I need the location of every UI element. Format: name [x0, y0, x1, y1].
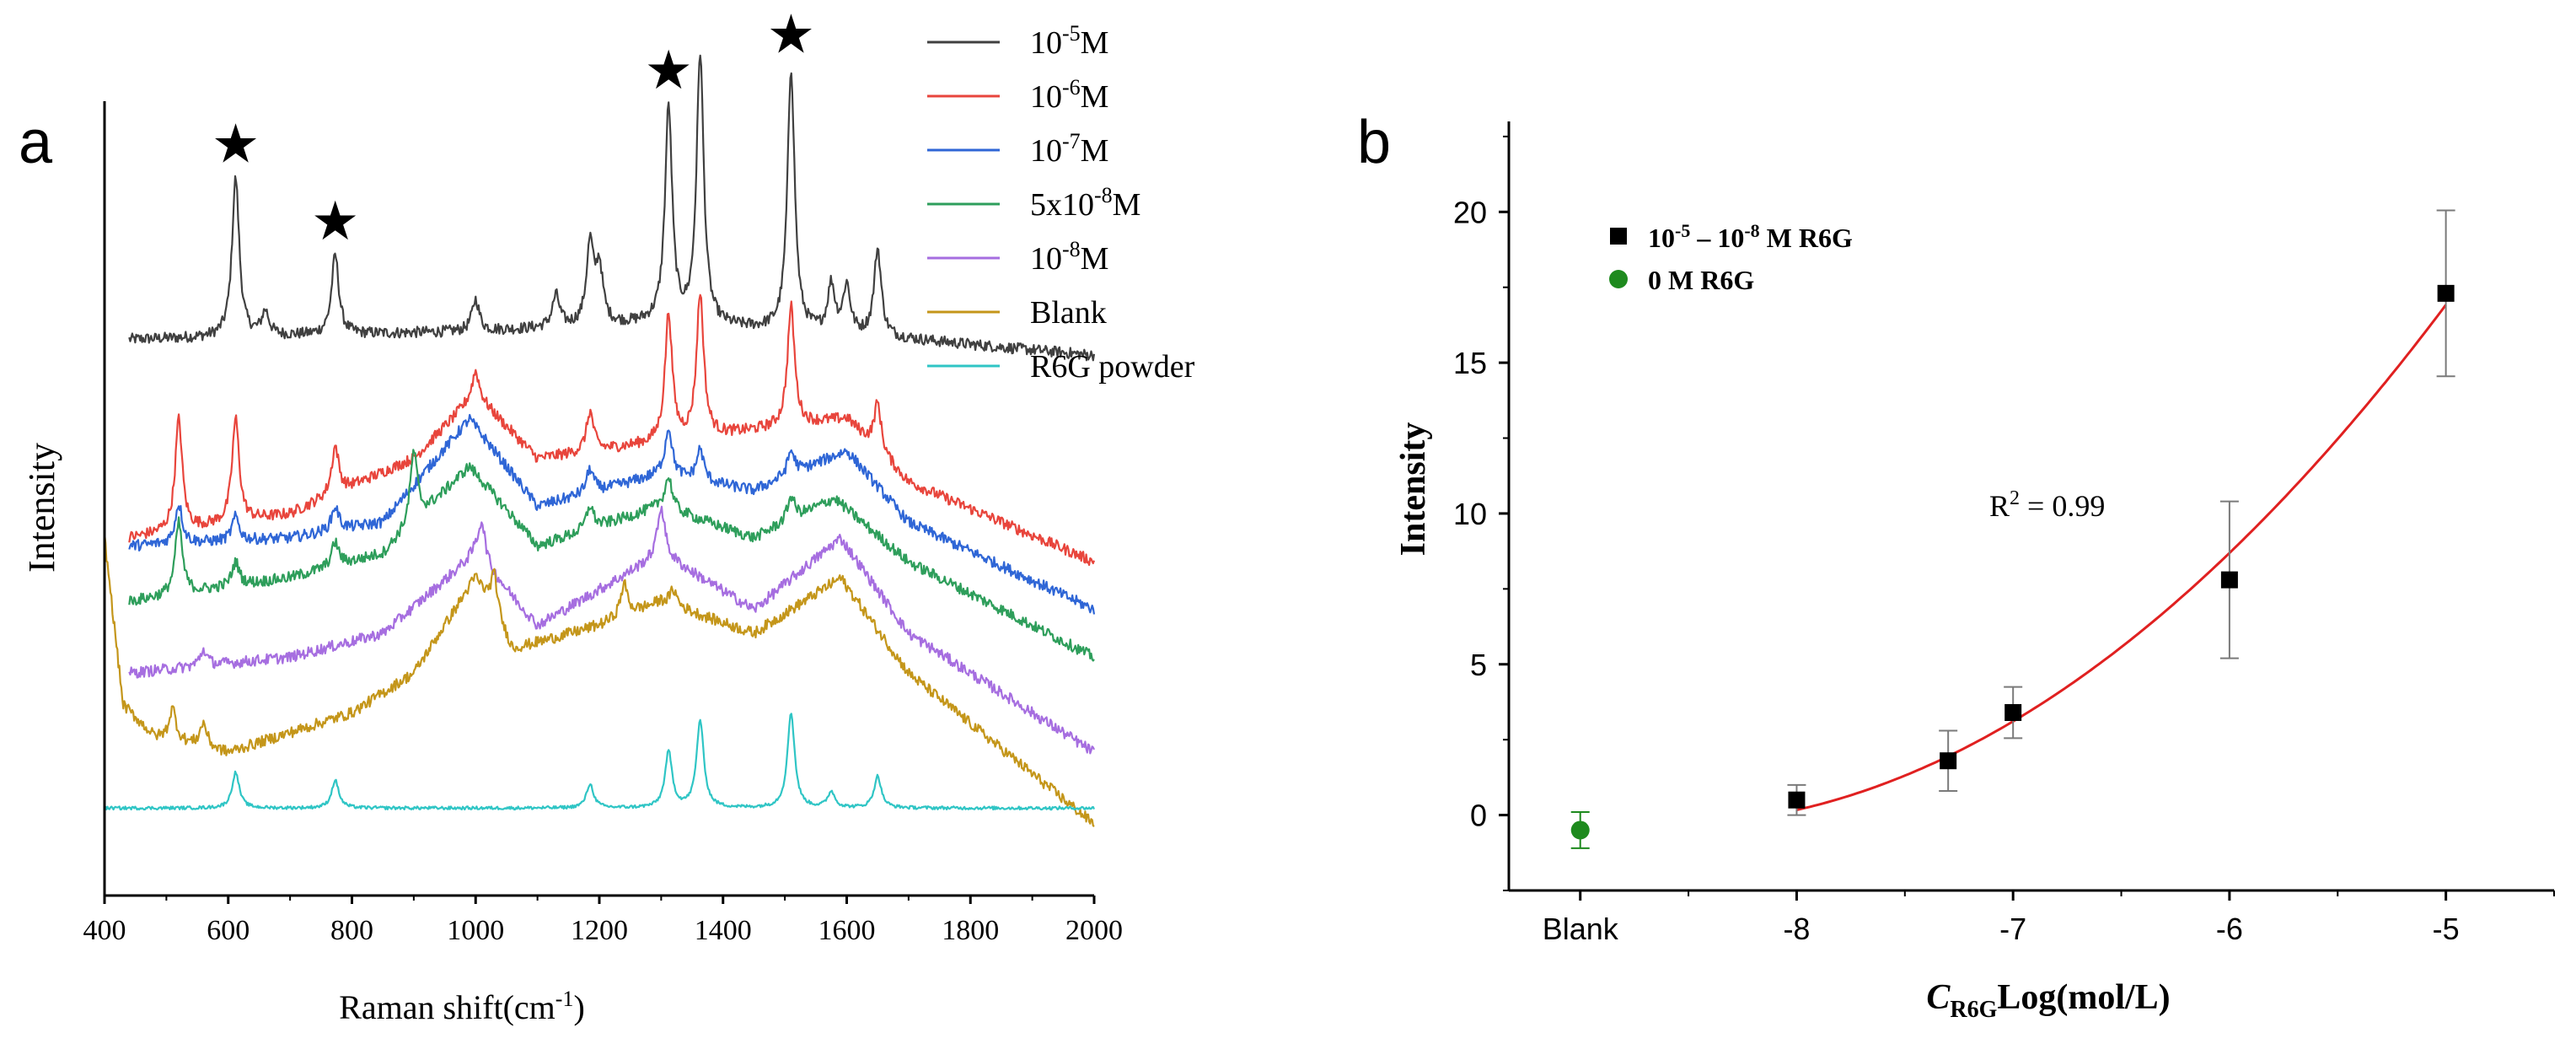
r2-sup: 2	[2010, 487, 2020, 509]
panel-b-x-axis-label: CR6GLog(mol/L)	[1926, 978, 2170, 1023]
panel-b-x-tick-label: -6	[2216, 912, 2243, 946]
panel-a-series-line	[128, 54, 1096, 362]
panel-b-y-tick-label: 0	[1470, 799, 1487, 833]
panel-b-x-tick-label: -8	[1783, 912, 1810, 946]
panel-a-x-axis-label-end: )	[573, 988, 584, 1026]
panel-b-legend-label: 10-5 – 10-8 M R6G	[1648, 220, 1853, 253]
panel-b-square-point	[1788, 791, 1806, 809]
panel-b-x-axis-label-sub: R6G	[1950, 997, 1997, 1023]
panel-b-y-tick-label: 15	[1453, 346, 1487, 380]
panel-a-star-marker: ★	[311, 191, 359, 251]
panel-a-star-marker: ★	[212, 113, 260, 174]
panel-a-series-line	[103, 713, 1095, 811]
panel-b-legend-circle	[1609, 270, 1628, 288]
panel-b-y-axis-label: Intensity	[1394, 422, 1433, 557]
panel-b-x-axis-label-italic: C	[1926, 978, 1951, 1017]
panel-b-square-point	[2437, 284, 2455, 302]
panel-a-series-line	[128, 505, 1095, 755]
panel-a-star-marker: ★	[767, 3, 815, 64]
panel-a-star-markers: ★ ★ ★ ★	[212, 3, 815, 251]
panel-a-x-tick-label: 800	[330, 915, 373, 946]
panel-a-x-axis-label: Raman shift(cm-1)	[339, 987, 585, 1026]
panel-a-legend-label: 5x10-8M	[1030, 183, 1140, 223]
panel-a-series-line	[128, 449, 1095, 662]
panel-a-chart: ★ ★ ★ ★ 400 600 800 1000 1200 1400 1600 1800 2000 R…	[21, 3, 1195, 1026]
panel-a-legend-label: 10-6M	[1030, 75, 1108, 115]
panel-b-x-tick-label: -5	[2433, 912, 2460, 946]
r2-rest: = 0.99	[2020, 489, 2105, 523]
panel-a-legend-label: R6G powder	[1030, 349, 1195, 385]
panel-a-star-marker: ★	[644, 40, 692, 100]
panel-a-series-line	[128, 413, 1096, 615]
panel-a-x-tick-label: 1600	[818, 915, 876, 946]
panel-a-x-ticks: 400 600 800 1000 1200 1400 1600 1800 2000	[83, 896, 1123, 946]
panel-a-x-tick-label: 1400	[695, 915, 752, 946]
panel-b-square-point	[2220, 571, 2238, 589]
panel-a-x-tick-label: 400	[83, 915, 126, 946]
panel-label-a: a	[19, 109, 53, 176]
panel-b-data-points	[1570, 209, 2455, 849]
panel-a-x-axis-label-sup: -1	[555, 987, 574, 1011]
panel-a-x-tick-label: 2000	[1065, 915, 1123, 946]
r2-prefix: R	[1989, 489, 2010, 523]
panel-b-chart: 0 5 10 15 20 Blank -8 -7 -6 -5 Intensity CR6GLog…	[1394, 121, 2555, 1023]
panel-b-fit-curve	[1796, 304, 2447, 811]
panel-b-x-axis-label-rest: Log(mol/L)	[1997, 978, 2170, 1017]
panel-b-legend-label: 0 M R6G	[1648, 265, 1754, 295]
panel-a-legend-label: Blank	[1030, 295, 1107, 331]
panel-b-y-tick-label: 10	[1453, 497, 1487, 531]
panel-a-y-axis-label: Intensity	[21, 443, 62, 573]
panel-b-y-ticks: 0 5 10 15 20	[1453, 135, 1509, 891]
panel-b-legend-square	[1610, 228, 1627, 245]
panel-b-square-point	[2004, 703, 2022, 721]
panel-b-x-tick-label: -7	[1999, 912, 2026, 946]
panel-a-legend-label: 10-8M	[1030, 237, 1108, 277]
panel-a-x-tick-label: 600	[207, 915, 250, 946]
panel-a-legend: 10-5M 10-6M 10-7M 5x10-8M 10-8M Blank R6G powd…	[927, 21, 1195, 385]
panel-a-series-group	[103, 54, 1096, 828]
panel-b-circle-point	[1570, 820, 1590, 840]
panel-b-y-tick-label: 5	[1470, 648, 1487, 682]
panel-a-series-line	[128, 293, 1096, 567]
panel-b-square-point	[1940, 752, 1957, 770]
panel-a-legend-label: 10-5M	[1030, 21, 1108, 61]
panel-b-legend: 10-5 – 10-8 M R6G 0 M R6G	[1609, 220, 1853, 295]
panel-b-y-tick-label: 20	[1453, 195, 1487, 229]
panel-a-series-line	[103, 533, 1095, 828]
panel-a-x-tick-label: 1800	[942, 915, 999, 946]
panel-a-x-tick-label: 1000	[447, 915, 504, 946]
panel-a-x-tick-label: 1200	[571, 915, 628, 946]
panel-b-x-ticks: Blank -8 -7 -6 -5	[1543, 890, 2555, 946]
panel-a-x-axis-label-main: Raman shift(cm	[339, 988, 555, 1026]
panel-b-r2-annotation: R2 = 0.99	[1989, 487, 2105, 523]
panel-b-x-tick-label: Blank	[1543, 912, 1619, 946]
panel-label-b: b	[1357, 109, 1391, 176]
panel-a-legend-label: 10-7M	[1030, 129, 1108, 169]
